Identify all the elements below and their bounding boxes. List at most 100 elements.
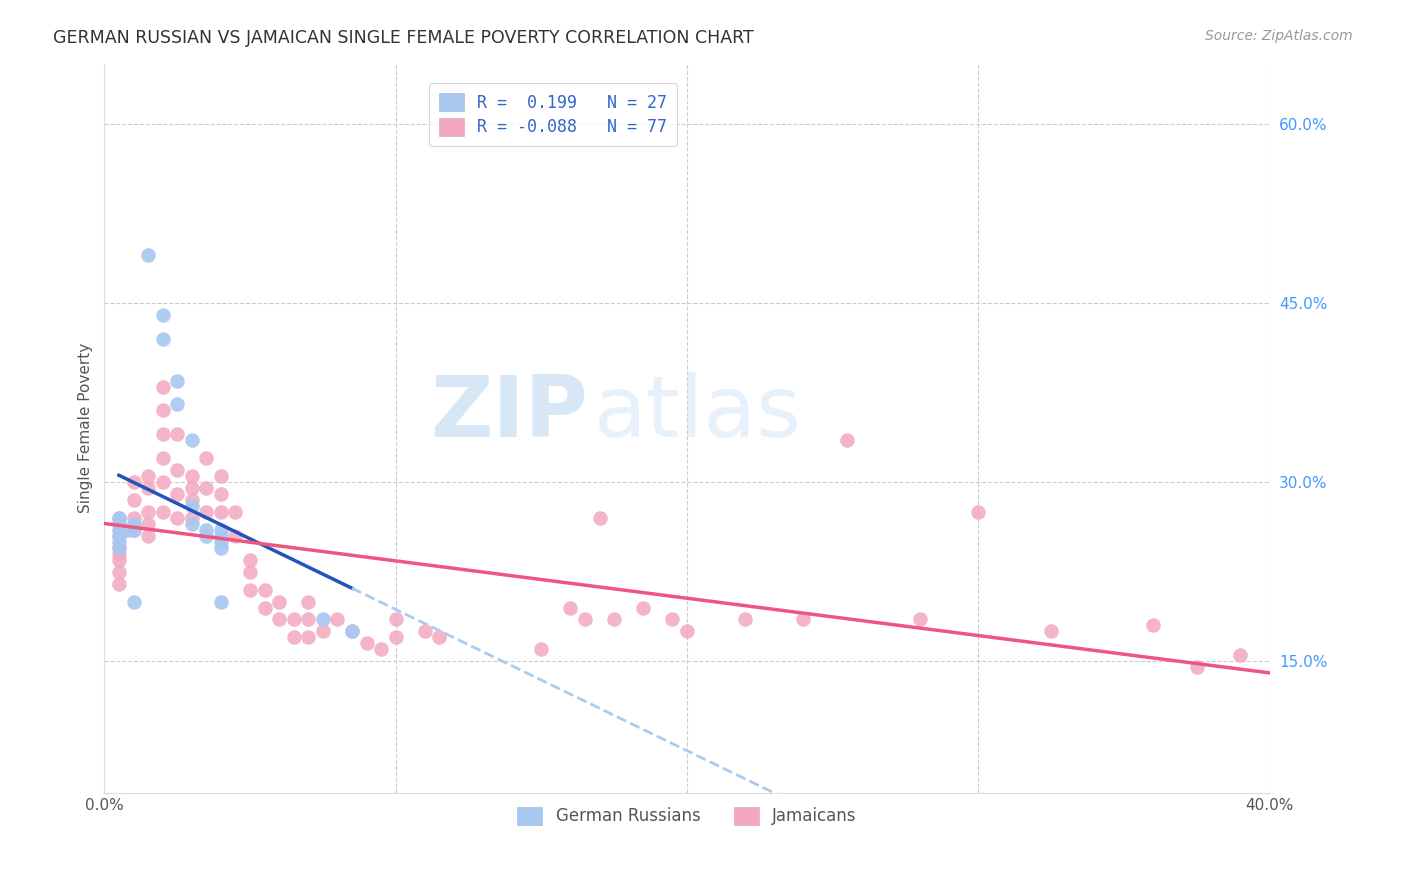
Point (530, 642, 553, 657)
Point (209, 594, 232, 608)
Point (152, 427, 174, 442)
Point (340, 624, 363, 639)
Point (122, 511, 145, 525)
Point (312, 624, 335, 639)
Point (297, 631, 319, 645)
Point (152, 308, 174, 322)
Point (108, 529, 131, 543)
Point (180, 516, 202, 531)
Point (152, 505, 174, 519)
Point (166, 427, 188, 442)
Point (122, 493, 145, 508)
Point (413, 624, 436, 639)
Point (224, 505, 246, 519)
Point (152, 475, 174, 489)
Point (122, 475, 145, 489)
Point (1142, 618, 1164, 632)
Point (239, 565, 262, 579)
Point (195, 505, 218, 519)
Point (633, 600, 655, 615)
Point (574, 612, 596, 626)
Point (283, 631, 305, 645)
Point (253, 600, 276, 615)
Point (122, 594, 145, 608)
Point (326, 612, 349, 626)
Point (384, 631, 406, 645)
Point (195, 451, 218, 466)
Text: ZIP: ZIP (430, 372, 588, 455)
Point (136, 481, 159, 495)
Point (195, 481, 218, 495)
Point (209, 505, 232, 519)
Point (180, 481, 202, 495)
Point (152, 379, 174, 393)
Point (209, 487, 232, 501)
Point (837, 434, 859, 448)
Point (588, 511, 610, 525)
Point (180, 511, 202, 525)
Legend: German Russians, Jamaicans: German Russians, Jamaicans (508, 797, 866, 835)
Point (108, 529, 131, 543)
Point (1040, 624, 1063, 639)
Point (136, 529, 159, 543)
Point (239, 582, 262, 597)
Point (180, 469, 202, 483)
Y-axis label: Single Female Poverty: Single Female Poverty (79, 343, 93, 514)
Point (209, 529, 232, 543)
Point (283, 612, 305, 626)
Point (209, 469, 232, 483)
Point (166, 511, 188, 525)
Point (136, 469, 159, 483)
Point (224, 529, 246, 543)
Text: atlas: atlas (593, 372, 801, 455)
Point (734, 612, 756, 626)
Point (269, 612, 291, 626)
Point (108, 511, 131, 525)
Point (384, 612, 406, 626)
Point (152, 451, 174, 466)
Point (1185, 660, 1208, 674)
Point (603, 612, 626, 626)
Point (180, 499, 202, 513)
Point (209, 541, 232, 555)
Point (122, 516, 145, 531)
Point (108, 541, 131, 555)
Point (1229, 648, 1251, 663)
Point (152, 332, 174, 346)
Point (427, 631, 450, 645)
Point (269, 594, 291, 608)
Point (117, 523, 139, 537)
Point (676, 624, 699, 639)
Point (312, 612, 335, 626)
Point (108, 534, 131, 549)
Point (297, 594, 319, 608)
Point (108, 516, 131, 531)
Point (908, 612, 931, 626)
Text: GERMAN RUSSIAN VS JAMAICAN SINGLE FEMALE POVERTY CORRELATION CHART: GERMAN RUSSIAN VS JAMAICAN SINGLE FEMALE… (53, 29, 754, 46)
Point (136, 248, 159, 262)
Point (166, 374, 188, 388)
Point (195, 529, 218, 543)
Point (166, 463, 188, 477)
Point (166, 397, 188, 411)
Point (108, 547, 131, 561)
Point (136, 505, 159, 519)
Point (166, 487, 188, 501)
Point (209, 534, 232, 549)
Point (370, 642, 392, 657)
Point (180, 493, 202, 508)
Text: Source: ZipAtlas.com: Source: ZipAtlas.com (1205, 29, 1353, 43)
Point (340, 624, 363, 639)
Point (195, 523, 218, 537)
Point (122, 523, 145, 537)
Point (108, 523, 131, 537)
Point (108, 576, 131, 591)
Point (108, 511, 131, 525)
Point (967, 505, 990, 519)
Point (239, 553, 262, 567)
Point (792, 612, 814, 626)
Point (108, 541, 131, 555)
Point (356, 636, 378, 650)
Point (136, 516, 159, 531)
Point (108, 553, 131, 567)
